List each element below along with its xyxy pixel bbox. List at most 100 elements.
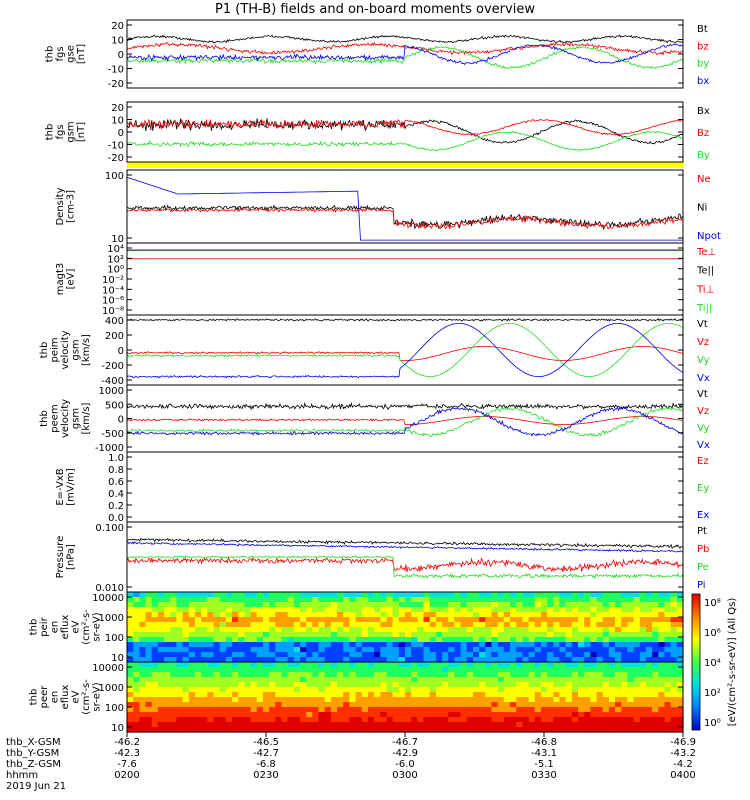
spectrogram-cell: [367, 667, 375, 673]
spectrogram-cell: [466, 672, 474, 678]
spectrogram-cell: [262, 602, 270, 608]
spectrogram-cell: [367, 662, 375, 668]
spectrogram-cell: [157, 672, 165, 678]
spectrogram-cell: [633, 687, 641, 693]
spectrogram-cell: [398, 622, 406, 628]
spectrogram-cell: [571, 607, 579, 613]
spectrogram-cell: [318, 632, 326, 638]
spectrogram-cell: [392, 717, 400, 723]
spectrogram-cell: [664, 637, 672, 643]
spectrogram-cell: [361, 677, 369, 683]
spectrogram-cell: [627, 652, 635, 658]
spectrogram-cell: [503, 717, 511, 723]
spectrogram-cell: [139, 617, 147, 623]
spectrogram-cell: [225, 652, 233, 658]
spectrogram-cell: [417, 642, 425, 648]
spectrogram-cell: [287, 627, 295, 633]
spectrogram-cell: [343, 612, 350, 618]
spectrogram-cell: [213, 592, 221, 598]
spectrogram-cell: [392, 612, 400, 618]
spectrogram-cell: [540, 622, 548, 628]
spectrogram-cell: [213, 717, 221, 723]
spectrogram-cell: [225, 627, 233, 633]
spectrogram-cell: [442, 592, 449, 598]
spectrogram-cell: [367, 597, 375, 603]
spectrogram-cell: [312, 657, 320, 663]
spectrogram-cell: [633, 697, 641, 703]
spectrogram-cell: [330, 632, 338, 638]
spectrogram-cell: [182, 627, 190, 633]
series-vx-line: [126, 405, 683, 437]
spectrogram-cell: [547, 662, 554, 668]
spectrogram-cell: [473, 642, 480, 648]
spectrogram-cell: [157, 597, 165, 603]
spectrogram-cell: [522, 602, 530, 608]
spectrogram-cell: [244, 692, 252, 698]
spectrogram-cell: [639, 632, 647, 638]
spectrogram-cell: [460, 637, 468, 643]
spectrogram-cell: [318, 597, 326, 603]
spectrogram-cell: [565, 702, 573, 708]
spectrogram-cell: [510, 627, 517, 633]
spectrogram-cell: [510, 697, 517, 703]
spectrogram-cell: [534, 662, 542, 668]
spectrogram-cell: [238, 672, 245, 678]
y-axis-label: [km/s]: [81, 402, 92, 434]
spectrogram-cell: [479, 632, 486, 638]
spectrogram-cell: [645, 592, 653, 598]
spectrogram-cell: [392, 702, 400, 708]
spectrogram-cell: [374, 662, 381, 668]
spectrogram-cell: [238, 687, 245, 693]
spectrogram-cell: [195, 672, 202, 678]
spectrogram-cell: [398, 727, 406, 733]
spectrogram-cell: [497, 637, 505, 643]
spectrogram-cell: [262, 652, 270, 658]
spectrogram-cell: [293, 622, 301, 628]
spectrogram-cell: [670, 697, 678, 703]
spectrogram-cell: [479, 592, 486, 598]
spectrogram-cell: [435, 607, 443, 613]
spectrogram-cell: [287, 697, 295, 703]
spectrogram-cell: [615, 697, 622, 703]
spectrogram-cell: [207, 637, 215, 643]
spectrogram-cell: [127, 722, 134, 728]
spectrogram-cell: [337, 642, 344, 648]
spectrogram-cell: [182, 697, 190, 703]
spectrogram-cell: [213, 672, 221, 678]
spectrogram-cell: [207, 697, 215, 703]
spectrogram-cell: [639, 657, 647, 663]
spectrogram-cell: [306, 677, 313, 683]
legend-label: Vt: [697, 319, 708, 330]
spectrogram-cell: [164, 592, 171, 598]
spectrogram-cell: [528, 722, 536, 728]
spectrogram-cell: [157, 717, 165, 723]
y-axis-label: Density: [55, 187, 66, 225]
spectrogram-cell: [238, 727, 245, 733]
spectrogram-cell: [324, 607, 332, 613]
spectrogram-cell: [590, 642, 598, 648]
y-tick-label: 0.4: [108, 489, 124, 500]
spectrogram-cell: [584, 662, 591, 668]
spectrogram-cell: [312, 647, 320, 653]
spectrogram-cell: [578, 727, 585, 733]
spectrogram-cell: [275, 652, 283, 658]
spectrogram-cell: [238, 652, 245, 658]
spectrogram-cell: [435, 627, 443, 633]
spectrogram-cell: [676, 632, 684, 638]
spectrogram-cell: [281, 662, 289, 668]
spectrogram-cell: [164, 682, 171, 688]
spectrogram-cell: [145, 697, 153, 703]
legend-label: by: [697, 59, 709, 70]
spectrogram-cell: [497, 632, 505, 638]
spectrogram-cell: [664, 617, 672, 623]
spectrogram-cell: [429, 627, 437, 633]
spectrogram-cell: [522, 637, 530, 643]
spectrogram-cell: [405, 592, 412, 598]
spectrogram-cell: [405, 627, 412, 633]
spectrogram-cell: [454, 622, 462, 628]
spectrogram-cell: [398, 702, 406, 708]
spectrogram-cell: [133, 617, 140, 623]
spectrogram-cell: [188, 672, 196, 678]
spectrogram-cell: [664, 727, 672, 733]
spectrogram-cell: [275, 632, 283, 638]
